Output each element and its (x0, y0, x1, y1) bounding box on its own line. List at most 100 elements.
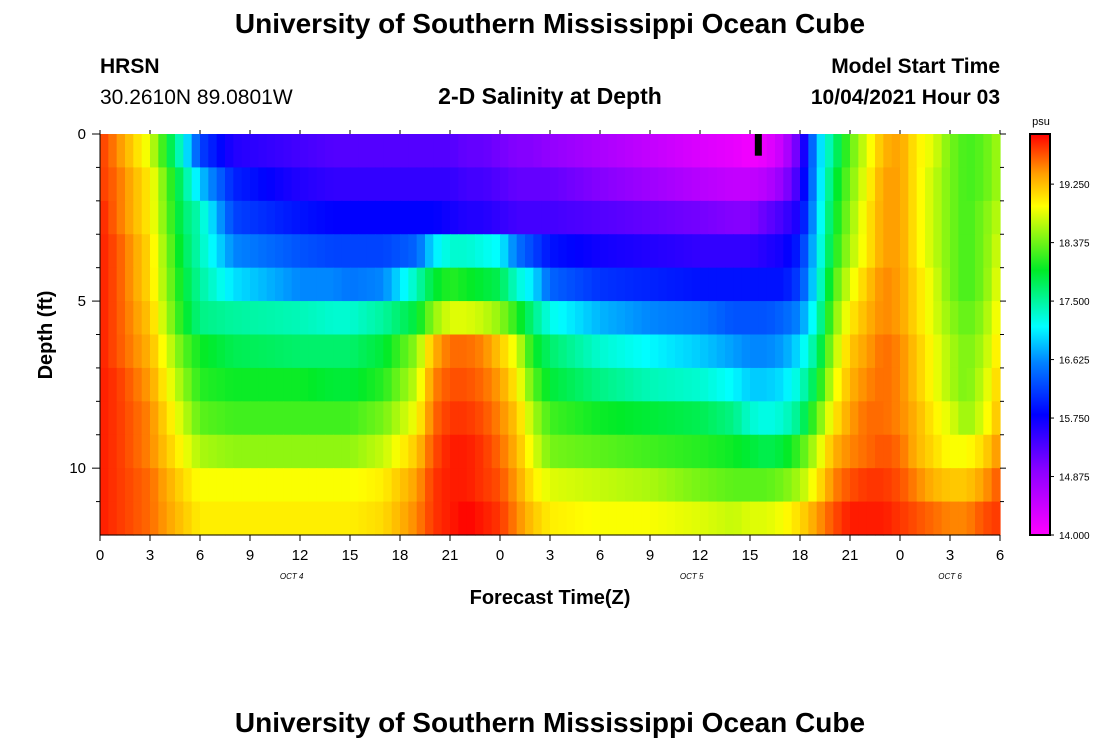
heat-cell (700, 301, 709, 336)
x-tick-label: 0 (896, 547, 904, 564)
heat-cell (283, 434, 293, 469)
heat-cell (725, 501, 734, 536)
heat-cell (891, 367, 901, 402)
heat-cell (908, 468, 918, 503)
heat-cell (450, 267, 459, 302)
heat-cell (358, 167, 368, 202)
heat-cell (208, 468, 218, 503)
heat-cell (916, 401, 926, 436)
heat-cell (900, 234, 909, 269)
heat-cell (558, 134, 568, 169)
heat-cell (441, 167, 451, 202)
heat-cell (133, 468, 143, 503)
heat-cell (291, 167, 301, 202)
heat-cell (258, 134, 268, 169)
heat-cell (591, 234, 601, 269)
x-tick-label: 3 (546, 547, 554, 564)
heat-cell (950, 501, 959, 536)
heat-cell (891, 301, 901, 336)
heat-cell (633, 334, 643, 369)
heat-cell (308, 167, 318, 202)
heat-cell (991, 167, 1001, 202)
heat-cell (383, 301, 393, 336)
heat-cell (341, 334, 351, 369)
heat-cell (166, 401, 176, 436)
heat-cell (566, 301, 576, 336)
heat-cell (566, 267, 576, 302)
heat-cell (266, 200, 276, 235)
heat-cell (750, 200, 759, 235)
heat-cell (416, 501, 426, 536)
heat-cell (725, 234, 734, 269)
heat-cell (333, 234, 343, 269)
heat-cell (266, 468, 276, 503)
heat-cell (716, 434, 726, 469)
heat-cell (691, 468, 701, 503)
heat-cell (141, 367, 151, 402)
heat-cell (608, 167, 618, 202)
heat-cell (983, 367, 993, 402)
heat-cell (333, 301, 343, 336)
heat-cell (591, 167, 601, 202)
heat-cell (433, 468, 443, 503)
heat-cell (966, 134, 976, 169)
heat-cell (150, 167, 159, 202)
heat-cell (775, 267, 784, 302)
heat-cell (416, 234, 426, 269)
heat-cell (100, 234, 109, 269)
heat-cell (825, 434, 834, 469)
heat-cell (525, 134, 534, 169)
heat-cell (350, 301, 359, 336)
heat-cell (500, 401, 509, 436)
heat-cell (816, 367, 826, 402)
heat-cell (225, 134, 234, 169)
heat-cell (308, 434, 318, 469)
heat-cell (425, 468, 434, 503)
heat-cell (583, 267, 593, 302)
heat-cell (800, 134, 809, 169)
heat-cell (825, 468, 834, 503)
heat-cell (741, 468, 751, 503)
heat-cell (741, 167, 751, 202)
heat-cell (275, 301, 284, 336)
heat-cell (366, 501, 376, 536)
heat-cell (816, 334, 826, 369)
heat-cell (958, 367, 968, 402)
heat-cell (325, 200, 334, 235)
x-tick-label: 6 (196, 547, 204, 564)
heat-cell (491, 167, 501, 202)
heat-cell (208, 200, 218, 235)
heat-cell (725, 334, 734, 369)
heat-cell (875, 200, 884, 235)
heat-cell (791, 301, 801, 336)
heat-cell (550, 468, 559, 503)
heat-cell (691, 200, 701, 235)
heat-cell (408, 501, 418, 536)
heat-cell (683, 401, 693, 436)
heat-cell (166, 200, 176, 235)
heat-cell (508, 267, 518, 302)
heat-cell (700, 434, 709, 469)
heat-cell (950, 367, 959, 402)
heat-cell (583, 468, 593, 503)
heat-cell (525, 401, 534, 436)
heat-cell (408, 334, 418, 369)
heat-cell (350, 434, 359, 469)
heat-cell (833, 434, 843, 469)
heat-cell (283, 167, 293, 202)
heat-cell (716, 501, 726, 536)
heat-cell (675, 200, 684, 235)
heat-cell (200, 167, 209, 202)
heat-cell (250, 434, 259, 469)
heat-cell (766, 301, 776, 336)
heat-cell (575, 367, 584, 402)
heat-cell (891, 401, 901, 436)
heat-cell (541, 434, 551, 469)
heat-cell (750, 434, 759, 469)
heat-cell (758, 401, 768, 436)
heat-cell (675, 434, 684, 469)
heat-cell (658, 301, 668, 336)
heat-cell (841, 434, 851, 469)
heat-cell (425, 334, 434, 369)
heat-cell (825, 501, 834, 536)
